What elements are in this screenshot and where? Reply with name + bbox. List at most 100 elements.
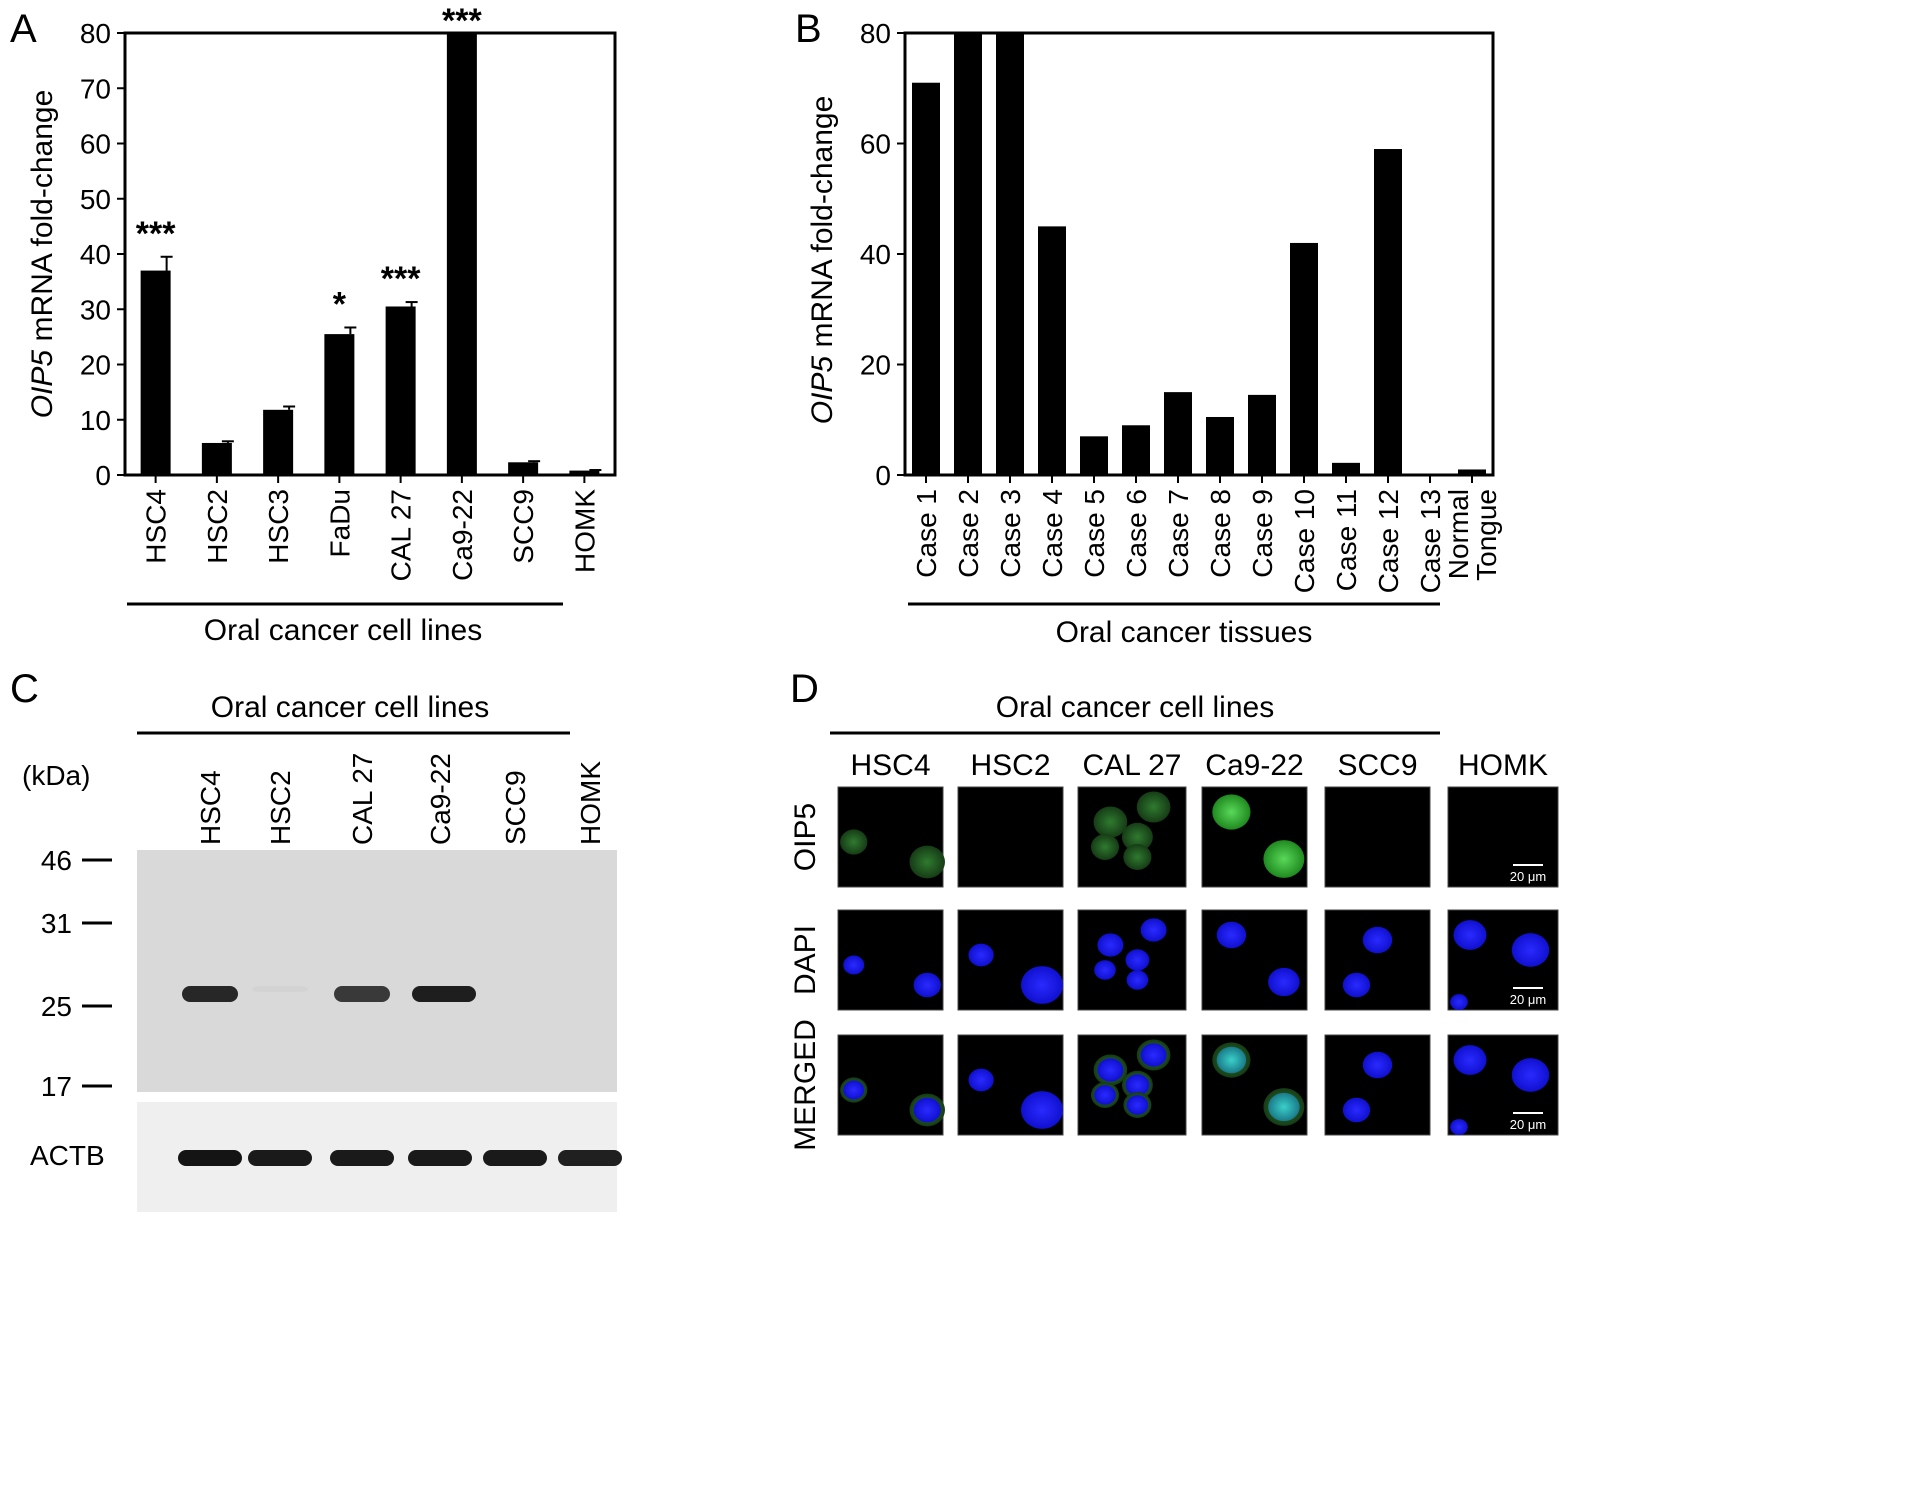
d-image-background [1324, 909, 1431, 1011]
c-lane-label: Ca9-22 [425, 753, 456, 845]
d-oip5-signal [1090, 834, 1120, 860]
a-xtick-label: Ca9-22 [447, 489, 478, 581]
a-xtick-label: HSC2 [202, 489, 233, 564]
b-ytick-label: 0 [875, 460, 891, 491]
d-scale-label: 20 μm [1510, 992, 1546, 1007]
a-xtick-label: HSC4 [141, 489, 172, 564]
a-xtick-label: HSC3 [263, 489, 294, 564]
d-image-oip5-ca9-22 [1201, 786, 1308, 888]
panel-c-letter: C [10, 667, 39, 711]
d-merged-nucleus [1097, 1058, 1124, 1082]
d-nucleus [1342, 972, 1371, 998]
a-bar-hsc3 [263, 409, 294, 475]
c-lane-label: CAL 27 [347, 753, 378, 845]
b-xtick-label: Case 13 [1415, 489, 1446, 593]
a-ytick-label: 70 [80, 73, 111, 104]
d-merged-nucleus [1021, 1091, 1063, 1129]
d-image-background [1201, 909, 1308, 1011]
d-merged-nucleus [968, 1068, 994, 1092]
d-merged-nucleus [843, 1080, 865, 1100]
d-oip5-signal [840, 829, 868, 855]
b-xtick-label: Case 3 [995, 489, 1026, 578]
d-image-dapi-ca9-22 [1201, 909, 1308, 1011]
d-image-background [1324, 1034, 1431, 1136]
d-image-dapi-cal-27 [1077, 909, 1187, 1011]
d-nucleus [1450, 994, 1468, 1010]
d-merged-nucleus [1126, 1095, 1149, 1115]
c-oip5-band [252, 986, 308, 992]
panel-a-group-label: Oral cancer cell lines [204, 614, 482, 647]
d-scale-label: 20 μm [1510, 869, 1546, 884]
d-image-oip5-hsc2 [957, 786, 1064, 888]
panel-a-ylabel-text: mRNA fold-change [26, 90, 59, 342]
b-xtick-label: Case 1 [911, 489, 942, 578]
b-bar-case-4 [1038, 226, 1066, 475]
d-image-merged-scc9 [1324, 1034, 1431, 1136]
c-lane-label: HSC4 [195, 770, 226, 845]
d-oip5-signal [1121, 822, 1153, 852]
b-ytick-label: 40 [860, 239, 891, 270]
a-xtick-label: SCC9 [508, 489, 539, 564]
b-bar-case-6 [1122, 425, 1150, 475]
d-merged-nucleus [1216, 1046, 1247, 1074]
a-xtick-label: HOMK [569, 489, 600, 573]
a-significance: *** [136, 215, 176, 253]
d-row-label: OIP5 [789, 803, 822, 871]
a-bar-scc9 [508, 462, 539, 475]
a-ytick-label: 0 [95, 460, 111, 491]
c-lane-label: HOMK [575, 761, 606, 845]
d-oip5-signal [909, 845, 945, 879]
b-bar-case-8 [1206, 416, 1234, 475]
d-nucleus [1511, 933, 1550, 967]
d-merged-nucleus [1268, 1092, 1300, 1122]
d-column-label: SCC9 [1337, 749, 1417, 782]
d-nucleus [1021, 966, 1063, 1004]
b-xtick-label: Case 11 [1331, 489, 1362, 591]
d-nucleus [1216, 921, 1247, 949]
b-xtick-label: Tongue [1471, 489, 1502, 581]
a-bar-cal-27 [385, 306, 416, 475]
c-lane-label: SCC9 [500, 770, 531, 845]
d-oip5-signal [1136, 791, 1171, 823]
b-xtick-label: Case 9 [1247, 489, 1278, 578]
d-image-dapi-scc9 [1324, 909, 1431, 1011]
d-merged-nucleus [913, 1097, 941, 1123]
d-oip5-signal [1123, 844, 1152, 870]
b-bar-case-2 [954, 33, 982, 475]
panel-b-group-label: Oral cancer tissues [1056, 616, 1313, 649]
d-image-oip5-homk: 20 μm [1447, 786, 1559, 888]
panel-a-letter: A [10, 7, 37, 51]
b-bar-normal-tongue [1458, 469, 1486, 475]
panel-b-letter: B [795, 7, 822, 51]
panel-c-kda-label: (kDa) [22, 760, 90, 791]
a-ytick-label: 20 [80, 350, 111, 381]
d-oip5-signal [1263, 840, 1305, 878]
d-nucleus [1453, 920, 1487, 950]
panel-a-ylabel-gene: OIP5 [26, 350, 59, 419]
b-xtick-label: Case 7 [1163, 489, 1194, 578]
d-nucleus [1097, 933, 1124, 957]
c-oip5-band [412, 986, 476, 1002]
a-ytick-label: 40 [80, 239, 111, 270]
d-nucleus [1126, 970, 1149, 990]
panel-b: B 0 20 40 60 80 Case 1 Case 2 Case 3 Case 4 Case… [795, 7, 1502, 649]
d-row-label: MERGED [789, 1019, 822, 1151]
c-lane-label: HSC2 [265, 770, 296, 845]
panel-b-ylabel-text: mRNA fold-change [806, 96, 839, 348]
panel-c: C Oral cancer cell lines (kDa) HSC4 HSC2 C… [10, 667, 622, 1212]
d-image-background [1324, 786, 1431, 888]
d-image-background [957, 786, 1064, 888]
a-bar-hsc4 [140, 270, 171, 475]
a-xtick-label: CAL 27 [386, 489, 417, 581]
d-merged-nucleus [1453, 1045, 1487, 1075]
b-bar-case-1 [912, 82, 940, 475]
panel-d-group-label: Oral cancer cell lines [996, 691, 1274, 724]
c-marker-label: 46 [41, 845, 72, 876]
b-xtick-label: Normal [1443, 489, 1474, 579]
b-bar-case-11 [1332, 462, 1360, 475]
d-image-oip5-scc9 [1324, 786, 1431, 888]
d-merged-nucleus [1450, 1119, 1468, 1135]
panel-d: D Oral cancer cell lines HSC4 HSC2 CAL 27 C… [789, 667, 1559, 1151]
d-image-merged-ca9-22 [1201, 1034, 1308, 1136]
c-actb-band [330, 1150, 394, 1166]
